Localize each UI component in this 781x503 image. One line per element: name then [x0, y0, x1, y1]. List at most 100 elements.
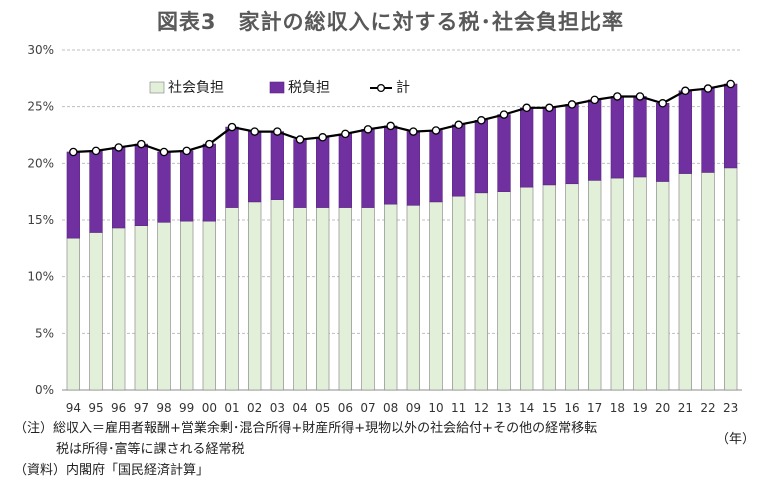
- x-tick-label: 16: [564, 401, 579, 415]
- bar-tax-burden: [656, 102, 670, 182]
- bar-social-burden: [429, 201, 443, 391]
- total-point: [363, 125, 373, 134]
- x-tick-label: 23: [723, 401, 738, 415]
- x-tick-label: 94: [66, 401, 81, 415]
- bar-tax-burden: [497, 114, 511, 192]
- bar-social-burden: [89, 232, 103, 391]
- bar-tax-burden: [293, 139, 307, 208]
- x-tick-label: 19: [632, 401, 647, 415]
- total-point: [250, 127, 259, 136]
- y-tick-label: 5%: [35, 326, 54, 340]
- bar-tax-burden: [724, 83, 738, 169]
- total-point: [522, 103, 531, 113]
- total-point: [703, 84, 713, 93]
- bar-social-burden: [66, 237, 80, 391]
- total-point: [681, 86, 690, 96]
- note-line-2: 税は所得･富等に課される経常税: [56, 442, 245, 457]
- x-tick-label: 07: [360, 401, 375, 415]
- bar-tax-burden: [542, 107, 556, 186]
- legend-label: 社会負担: [168, 80, 224, 96]
- total-point: [159, 147, 169, 157]
- x-tick-label: 12: [474, 401, 489, 415]
- x-tick-label: 20: [655, 401, 670, 415]
- source-note: （資料）内閣府「国民経済計算」: [14, 463, 210, 478]
- total-point: [91, 146, 101, 156]
- total-point: [545, 103, 554, 113]
- total-point: [477, 116, 486, 125]
- bar-social-burden: [225, 207, 239, 391]
- x-tick-label: 11: [451, 401, 466, 415]
- legend-swatch: [149, 81, 165, 94]
- x-axis-ticks: 94 95 96 97 98 99 00 01 02 03 04 05 06 07 08 09 10 11 12 13…: [66, 401, 739, 415]
- bar-social-burden: [338, 207, 352, 391]
- legend-marker: [376, 83, 386, 93]
- y-axis-ticks: 0% 5% 10% 15% 20% 25% 30%: [27, 43, 54, 397]
- x-axis-unit: （年）: [716, 432, 756, 447]
- total-point: [431, 126, 441, 135]
- total-point: [567, 100, 577, 109]
- x-tick-label: 09: [406, 401, 421, 415]
- bar-tax-burden: [610, 96, 624, 179]
- gridlines: [62, 49, 742, 391]
- total-line: [69, 79, 735, 157]
- x-tick-label: 97: [134, 401, 149, 415]
- x-tick-label: 05: [315, 401, 330, 415]
- bar-social-burden: [452, 195, 466, 391]
- bar-social-burden: [633, 176, 647, 391]
- bar-tax-burden: [134, 143, 148, 226]
- x-tick-label: 98: [156, 401, 171, 415]
- bar-tax-burden: [406, 131, 420, 206]
- note-line-1: （注）総収入＝雇用者報酬+営業余剰･混合所得+財産所得+現物以外の社会給付+その…: [14, 421, 598, 436]
- total-point: [341, 129, 350, 139]
- bar-social-burden: [112, 227, 126, 391]
- x-tick-label: 06: [338, 401, 353, 415]
- x-tick-label: 17: [587, 401, 602, 415]
- y-tick-label: 10%: [27, 270, 54, 284]
- bar-tax-burden: [338, 133, 352, 208]
- x-tick-label: 15: [542, 401, 557, 415]
- total-point: [273, 127, 282, 136]
- y-tick-label: 25%: [27, 100, 54, 114]
- bar-social-burden: [678, 173, 692, 391]
- bar-social-burden: [384, 203, 398, 391]
- bar-social-burden: [406, 204, 420, 391]
- bar-social-burden: [248, 201, 262, 391]
- bar-tax-burden: [678, 90, 692, 174]
- bar-social-burden: [180, 220, 194, 391]
- bar-social-burden: [724, 167, 738, 391]
- y-tick-label: 30%: [27, 43, 54, 57]
- total-point: [590, 95, 599, 105]
- total-point: [69, 147, 78, 157]
- bar-tax-burden: [316, 136, 330, 208]
- legend: 社会負担 税負担 計: [149, 80, 410, 96]
- total-point: [182, 146, 191, 156]
- total-point: [635, 92, 645, 101]
- bar-social-burden: [134, 225, 148, 391]
- total-point: [658, 99, 667, 108]
- bar-social-burden: [270, 199, 284, 391]
- x-tick-label: 02: [247, 401, 262, 415]
- bar-tax-burden: [474, 119, 488, 194]
- x-tick-label: 21: [678, 401, 693, 415]
- x-tick-label: 04: [292, 401, 307, 415]
- total-point: [726, 79, 735, 89]
- x-tick-label: 00: [202, 401, 217, 415]
- total-point: [409, 127, 418, 136]
- x-tick-label: 08: [383, 401, 398, 415]
- footnotes: （注）総収入＝雇用者報酬+営業余剰･混合所得+財産所得+現物以外の社会給付+その…: [14, 418, 597, 481]
- bar-social-burden: [202, 220, 216, 391]
- bar-social-burden: [316, 207, 330, 391]
- bar-social-burden: [565, 183, 579, 391]
- bar-tax-burden: [112, 147, 126, 229]
- x-tick-label: 95: [88, 401, 103, 415]
- bar-tax-burden: [633, 96, 647, 178]
- bar-social-burden: [361, 207, 375, 391]
- bar-tax-burden: [157, 151, 171, 223]
- total-point: [295, 135, 305, 144]
- legend-swatch: [269, 81, 285, 94]
- bar-tax-burden: [180, 150, 194, 222]
- x-tick-label: 22: [700, 401, 715, 415]
- bar-social-burden: [474, 192, 488, 391]
- legend-label: 税負担: [288, 80, 330, 96]
